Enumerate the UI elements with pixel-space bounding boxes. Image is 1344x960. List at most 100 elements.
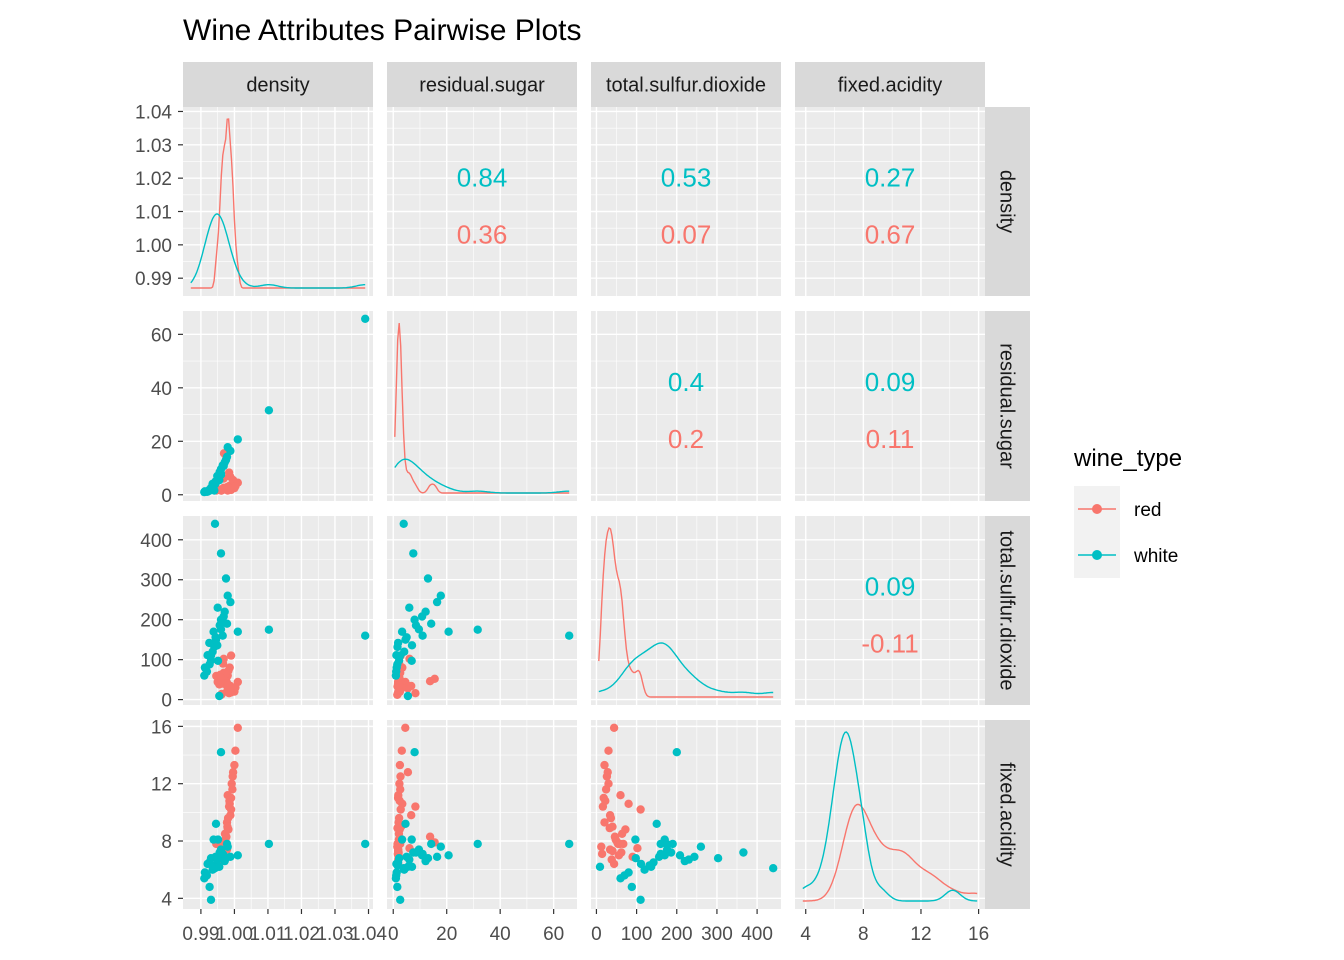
- legend-label-white: white: [1133, 546, 1178, 567]
- scatter-point-red: [233, 723, 242, 732]
- y-tick-label: 4: [161, 889, 172, 910]
- strip-row-label-density: density: [996, 170, 1018, 233]
- scatter-point-red: [617, 829, 627, 838]
- scatter-point-white: [662, 839, 671, 849]
- scatter-point-white: [210, 519, 220, 528]
- strip-row-label-fixed-acidity: fixed.acidity: [996, 762, 1018, 867]
- scatter-point-white: [218, 631, 227, 640]
- scatter-point-white: [656, 839, 665, 849]
- scatter-point-white: [209, 835, 218, 844]
- panel-background: [795, 311, 985, 501]
- scatter-point-red: [614, 851, 624, 860]
- scatter-point-red: [613, 838, 622, 847]
- scatter-point-red: [608, 822, 617, 831]
- corr-value-white: 0.84: [457, 163, 508, 193]
- strip-col-label-fixed-acidity: fixed.acidity: [838, 75, 943, 97]
- y-tick-label: 1.00: [135, 236, 172, 257]
- scatter-point-white: [216, 625, 226, 634]
- x-tick-label: 0: [591, 924, 602, 945]
- scatter-point-white: [410, 615, 419, 624]
- scatter-point-red: [224, 468, 234, 477]
- scatter-point-white: [436, 591, 445, 600]
- scatter-point-white: [414, 625, 424, 634]
- panel-background: [183, 311, 373, 501]
- density-curve-white: [802, 731, 978, 902]
- panel-background: [795, 516, 985, 705]
- scatter-point-white: [423, 854, 433, 863]
- scatter-point-white: [409, 549, 418, 558]
- scatter-point-red: [216, 673, 225, 682]
- panel-residual-sugar-residual-sugar: [387, 311, 577, 501]
- scatter-point-white: [392, 667, 401, 676]
- scatter-point-white: [410, 748, 419, 757]
- y-tick-label: 20: [151, 432, 172, 453]
- scatter-point-white: [672, 748, 681, 757]
- scatter-point-red: [394, 813, 404, 823]
- scatter-point-white: [393, 882, 402, 892]
- scatter-point-red: [600, 818, 609, 827]
- panel-fixed-acidity-total-sulfur-dioxide: [591, 720, 781, 909]
- y-tick-label: 0: [161, 486, 172, 507]
- scatter-point-white: [444, 627, 453, 636]
- scatter-point-white: [652, 819, 661, 828]
- panel-background: [183, 107, 373, 296]
- scatter-point-red: [223, 484, 233, 494]
- scatter-point-red: [223, 822, 232, 831]
- scatter-point-white: [223, 591, 232, 600]
- scatter-point-white: [393, 660, 402, 669]
- density-curve-white: [394, 458, 570, 494]
- x-tick-label: 1.02: [283, 924, 320, 945]
- scatter-point-white: [221, 455, 231, 465]
- panel-density-total-sulfur-dioxide: 0.53 0.07: [591, 107, 781, 296]
- panel-density-fixed-acidity: 0.27 0.67: [795, 107, 985, 296]
- scatter-point-white: [264, 406, 274, 415]
- chart-title: Wine Attributes Pairwise Plots: [183, 14, 581, 47]
- scatter-point-white: [211, 819, 221, 828]
- strip-row-total-sulfur-dioxide: [985, 516, 1030, 705]
- scatter-point-white: [206, 895, 216, 904]
- corr-value-red: 0.07: [661, 220, 712, 250]
- scatter-point-red: [228, 785, 237, 794]
- density-curve-red: [598, 526, 774, 698]
- scatter-point-white: [473, 625, 482, 634]
- y-tick-label: 40: [151, 379, 172, 400]
- x-tick-label: 12: [910, 924, 931, 945]
- strip-col-residual-sugar: [387, 62, 577, 107]
- scatter-point-red: [220, 829, 230, 838]
- scatter-point-red: [395, 796, 404, 806]
- scatter-point-white: [403, 691, 413, 701]
- scatter-point-white: [213, 656, 223, 665]
- panel-density-density: [183, 107, 373, 296]
- scatter-point-white: [216, 469, 226, 478]
- scatter-point-white: [221, 854, 231, 863]
- scatter-point-white: [418, 631, 427, 640]
- scatter-point-white: [473, 839, 482, 849]
- strip-col-label-total-sulfur-dioxide: total.sulfur.dioxide: [606, 75, 766, 97]
- legend-point-white: [1092, 550, 1102, 560]
- scatter-point-red: [225, 796, 234, 806]
- scatter-point-red: [606, 813, 616, 823]
- scatter-point-red: [394, 681, 404, 690]
- legend-label-red: red: [1134, 500, 1161, 521]
- panel-total-sulfur-dioxide-density: [183, 516, 373, 705]
- y-tick-label: 1.02: [135, 169, 172, 190]
- y-tick-label: 300: [140, 571, 172, 592]
- scatter-point-white: [397, 835, 407, 844]
- scatter-point-red: [624, 799, 633, 808]
- density-curve-red: [802, 803, 978, 902]
- scatter-point-red: [608, 846, 617, 856]
- scatter-point-white: [631, 835, 640, 844]
- scatter-point-white: [361, 631, 370, 640]
- y-tick-label: 0: [161, 691, 172, 712]
- scatter-point-white: [264, 625, 274, 634]
- corr-value-red: 0.36: [457, 220, 508, 250]
- x-tick-label: 8: [858, 924, 869, 945]
- strip-col-label-residual-sugar: residual.sugar: [419, 75, 545, 97]
- x-tick-label: 1.04: [350, 924, 387, 945]
- scatter-point-red: [401, 723, 410, 732]
- scatter-point-red: [425, 832, 435, 841]
- corr-value-white: 0.4: [668, 367, 704, 397]
- scatter-point-white: [668, 839, 677, 849]
- scatter-point-white: [407, 641, 417, 650]
